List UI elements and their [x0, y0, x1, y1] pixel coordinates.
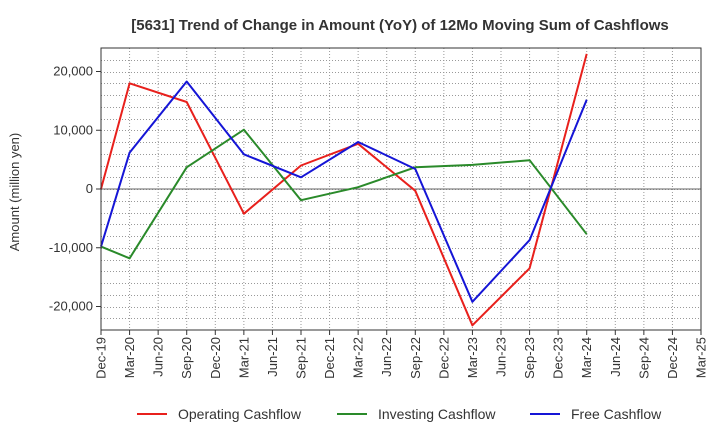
chart-title: [5631] Trend of Change in Amount (YoY) o… — [131, 17, 669, 34]
y-tick-label: 20,000 — [53, 64, 93, 79]
series-lines — [100, 53, 588, 327]
x-tick-label: Sep-21 — [294, 337, 309, 379]
x-tick-label: Mar-20 — [122, 337, 137, 378]
y-axis-ticks: 20,000 10,000 0 -10,000 -20,000 — [49, 64, 101, 314]
x-tick-label: Dec-24 — [665, 337, 680, 379]
y-tick-label: 0 — [86, 181, 93, 196]
legend: Operating Cashflow Investing Cashflow Free… — [137, 406, 662, 422]
x-tick-label: Dec-21 — [322, 337, 337, 379]
legend-label-operating-cashflow: Operating Cashflow — [178, 406, 302, 422]
series-line-free-cashflow — [100, 80, 588, 303]
x-tick-label: Sep-22 — [408, 337, 423, 379]
x-tick-label: Dec-22 — [436, 337, 451, 379]
x-tick-label: Mar-24 — [579, 337, 594, 378]
grid — [101, 48, 701, 330]
x-tick-label: Dec-19 — [94, 337, 109, 379]
y-tick-label: 10,000 — [53, 122, 93, 137]
y-tick-label: -10,000 — [49, 240, 93, 255]
series-line-operating-cashflow — [100, 53, 588, 327]
x-tick-label: Jun-21 — [265, 337, 280, 377]
legend-label-investing-cashflow: Investing Cashflow — [378, 406, 496, 422]
x-tick-label: Mar-21 — [236, 337, 251, 378]
x-tick-label: Mar-23 — [465, 337, 480, 378]
x-axis-ticks: Dec-19 Mar-20 Jun-20 Sep-20 Dec-20 Mar-21 Jun-… — [94, 330, 709, 379]
x-tick-label: Jun-24 — [608, 337, 623, 377]
x-tick-label: Jun-23 — [494, 337, 509, 377]
x-tick-label: Jun-20 — [151, 337, 166, 377]
x-tick-label: Mar-25 — [694, 337, 709, 378]
y-axis-label: Amount (million yen) — [7, 133, 22, 252]
x-tick-label: Sep-24 — [636, 337, 651, 379]
legend-label-free-cashflow: Free Cashflow — [571, 406, 662, 422]
x-tick-label: Dec-20 — [208, 337, 223, 379]
x-tick-label: Sep-20 — [179, 337, 194, 379]
x-tick-label: Dec-23 — [551, 337, 566, 379]
x-tick-label: Sep-23 — [522, 337, 537, 379]
series-line-investing-cashflow — [100, 128, 588, 260]
x-tick-label: Mar-22 — [351, 337, 366, 378]
x-tick-label: Jun-22 — [379, 337, 394, 377]
y-tick-label: -20,000 — [49, 299, 93, 314]
